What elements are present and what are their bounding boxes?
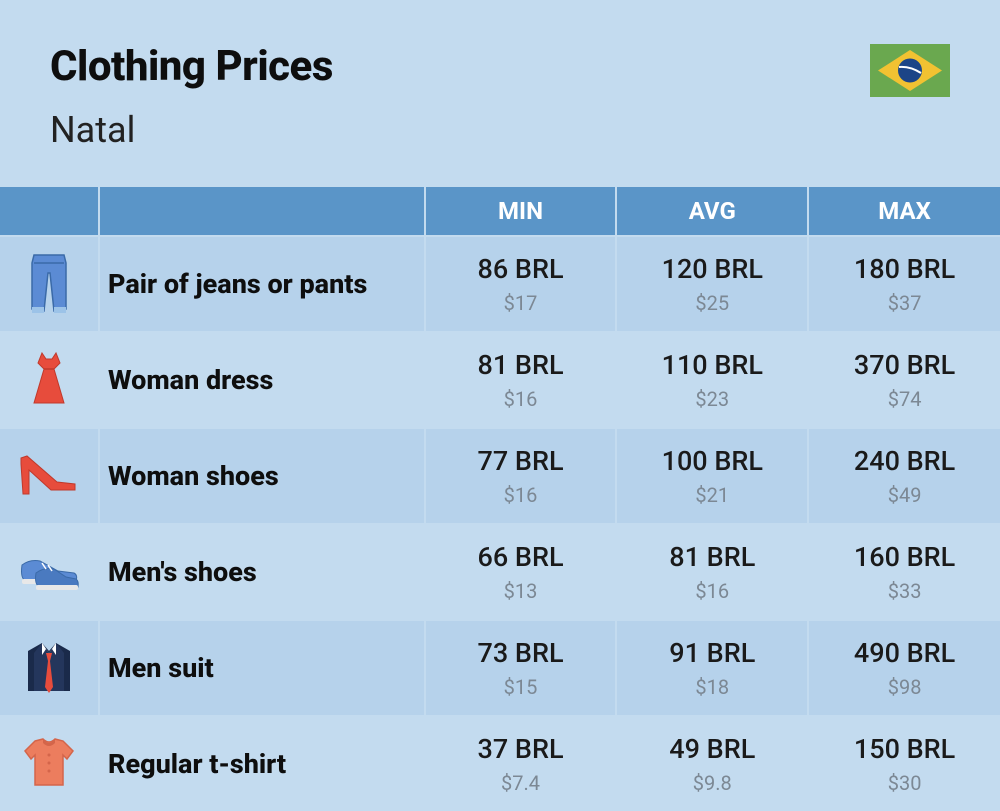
price-usd: $18 <box>617 675 807 699</box>
col-name <box>99 187 425 236</box>
price-usd: $7.4 <box>426 771 616 795</box>
item-name: Regular t-shirt <box>99 716 425 811</box>
price-brl: 370 BRL <box>809 349 1000 381</box>
table-row: Regular t-shirt 37 BRL $7.4 49 BRL $9.8 … <box>0 716 1000 811</box>
price-avg: 49 BRL $9.8 <box>616 716 808 811</box>
high-heel-icon <box>0 431 98 521</box>
tshirt-icon <box>0 719 98 809</box>
price-min: 86 BRL $17 <box>425 236 617 332</box>
price-brl: 86 BRL <box>426 253 616 285</box>
price-usd: $98 <box>809 675 1000 699</box>
price-usd: $16 <box>426 483 616 507</box>
price-avg: 110 BRL $23 <box>616 332 808 428</box>
titles: Clothing Prices Natal <box>50 42 333 151</box>
price-usd: $9.8 <box>617 771 807 795</box>
price-usd: $23 <box>617 387 807 411</box>
item-icon-cell <box>0 236 99 332</box>
col-icon <box>0 187 99 236</box>
price-brl: 73 BRL <box>426 637 616 669</box>
price-min: 81 BRL $16 <box>425 332 617 428</box>
price-min: 66 BRL $13 <box>425 524 617 620</box>
price-brl: 66 BRL <box>426 541 616 573</box>
price-usd: $21 <box>617 483 807 507</box>
price-avg: 120 BRL $25 <box>616 236 808 332</box>
price-usd: $25 <box>617 291 807 315</box>
price-usd: $30 <box>809 771 1000 795</box>
price-usd: $37 <box>809 291 1000 315</box>
item-icon-cell <box>0 428 99 524</box>
table-row: Woman shoes 77 BRL $16 100 BRL $21 240 B… <box>0 428 1000 524</box>
header: Clothing Prices Natal <box>0 0 1000 187</box>
price-brl: 110 BRL <box>617 349 807 381</box>
table-row: Men suit 73 BRL $15 91 BRL $18 490 BRL $… <box>0 620 1000 716</box>
page-subtitle: Natal <box>50 109 333 151</box>
price-max: 150 BRL $30 <box>808 716 1000 811</box>
price-brl: 77 BRL <box>426 445 616 477</box>
price-max: 370 BRL $74 <box>808 332 1000 428</box>
col-max: MAX <box>808 187 1000 236</box>
price-max: 180 BRL $37 <box>808 236 1000 332</box>
price-usd: $16 <box>617 579 807 603</box>
price-brl: 37 BRL <box>426 733 616 765</box>
item-name: Men's shoes <box>99 524 425 620</box>
col-min: MIN <box>425 187 617 236</box>
brazil-flag-icon <box>870 44 950 97</box>
dress-icon <box>0 335 98 425</box>
price-avg: 100 BRL $21 <box>616 428 808 524</box>
col-avg: AVG <box>616 187 808 236</box>
item-icon-cell <box>0 716 99 811</box>
price-avg: 91 BRL $18 <box>616 620 808 716</box>
price-usd: $13 <box>426 579 616 603</box>
table-row: Men's shoes 66 BRL $13 81 BRL $16 160 BR… <box>0 524 1000 620</box>
prices-table: MIN AVG MAX Pair of jeans or pants 86 BR… <box>0 187 1000 811</box>
price-min: 77 BRL $16 <box>425 428 617 524</box>
price-max: 490 BRL $98 <box>808 620 1000 716</box>
price-brl: 150 BRL <box>809 733 1000 765</box>
page-title: Clothing Prices <box>50 42 333 91</box>
sneaker-icon <box>0 527 98 617</box>
table-row: Pair of jeans or pants 86 BRL $17 120 BR… <box>0 236 1000 332</box>
price-brl: 49 BRL <box>617 733 807 765</box>
price-brl: 180 BRL <box>809 253 1000 285</box>
price-brl: 81 BRL <box>617 541 807 573</box>
table-row: Woman dress 81 BRL $16 110 BRL $23 370 B… <box>0 332 1000 428</box>
price-usd: $49 <box>809 483 1000 507</box>
price-usd: $33 <box>809 579 1000 603</box>
price-max: 240 BRL $49 <box>808 428 1000 524</box>
price-usd: $74 <box>809 387 1000 411</box>
item-name: Men suit <box>99 620 425 716</box>
price-min: 37 BRL $7.4 <box>425 716 617 811</box>
price-brl: 120 BRL <box>617 253 807 285</box>
suit-icon <box>0 623 98 713</box>
item-icon-cell <box>0 524 99 620</box>
price-brl: 490 BRL <box>809 637 1000 669</box>
price-usd: $17 <box>426 291 616 315</box>
price-max: 160 BRL $33 <box>808 524 1000 620</box>
price-brl: 81 BRL <box>426 349 616 381</box>
price-avg: 81 BRL $16 <box>616 524 808 620</box>
jeans-icon <box>0 239 98 329</box>
price-brl: 91 BRL <box>617 637 807 669</box>
price-brl: 100 BRL <box>617 445 807 477</box>
price-brl: 240 BRL <box>809 445 1000 477</box>
item-name: Woman shoes <box>99 428 425 524</box>
item-name: Pair of jeans or pants <box>99 236 425 332</box>
price-usd: $15 <box>426 675 616 699</box>
price-min: 73 BRL $15 <box>425 620 617 716</box>
item-icon-cell <box>0 332 99 428</box>
item-name: Woman dress <box>99 332 425 428</box>
table-header-row: MIN AVG MAX <box>0 187 1000 236</box>
item-icon-cell <box>0 620 99 716</box>
price-brl: 160 BRL <box>809 541 1000 573</box>
price-usd: $16 <box>426 387 616 411</box>
